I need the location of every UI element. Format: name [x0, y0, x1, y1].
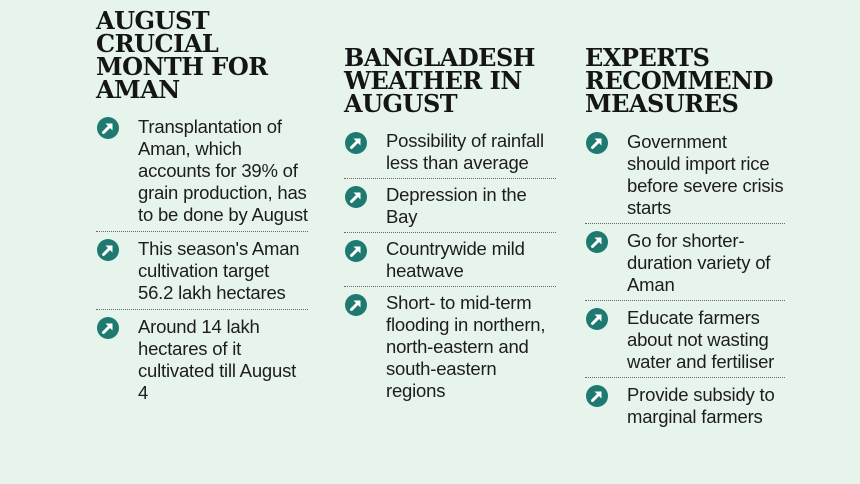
arrow-up-right-icon [344, 131, 368, 155]
list-item: Short- to mid-term flooding in northern,… [344, 286, 556, 406]
list-item-text: Government should import rice before sev… [627, 131, 784, 218]
list-item-text: Countrywide mild heatwave [386, 238, 525, 281]
list-item: Provide subsidy to marginal farmers [585, 377, 785, 432]
list-item-text: Depression in the Bay [386, 184, 527, 227]
arrow-up-right-icon [585, 131, 609, 155]
list-item: Transplantation of Aman, which accounts … [96, 110, 308, 231]
arrow-up-right-icon [96, 116, 120, 140]
list-item-text: Go for shorter-duration variety of Aman [627, 230, 771, 295]
arrow-up-right-icon [96, 316, 120, 340]
list-item-text: Educate farmers about not wasting water … [627, 307, 775, 372]
list-item-text: Transplantation of Aman, which accounts … [138, 116, 308, 225]
list-item-text: This season's Aman cultivation target 56… [138, 238, 300, 303]
bullet-list: Possibility of rainfall less than averag… [344, 125, 556, 406]
column-august-crucial: AUGUST CRUCIAL MONTH FOR AMAN Transplant… [96, 0, 308, 409]
list-item: Countrywide mild heatwave [344, 232, 556, 286]
bullet-list: Government should import rice before sev… [585, 125, 785, 432]
list-item: This season's Aman cultivation target 56… [96, 231, 308, 309]
column-experts-recommend: EXPERTS RECOMMEND MEASURES Government sh… [585, 0, 785, 432]
list-item-text: Provide subsidy to marginal farmers [627, 384, 775, 427]
arrow-up-right-icon [344, 239, 368, 263]
column-heading: EXPERTS RECOMMEND MEASURES [585, 43, 773, 118]
list-item: Government should import rice before sev… [585, 125, 785, 223]
arrow-up-right-icon [585, 307, 609, 331]
list-item-text: Possibility of rainfall less than averag… [386, 130, 544, 173]
list-item-text: Short- to mid-term flooding in northern,… [386, 292, 546, 401]
arrow-up-right-icon [344, 185, 368, 209]
bullet-list: Transplantation of Aman, which accounts … [96, 110, 308, 409]
arrow-up-right-icon [96, 238, 120, 262]
column-heading: AUGUST CRUCIAL MONTH FOR AMAN [96, 6, 268, 104]
list-item-text: Around 14 lakh hectares of it cultivated… [138, 316, 297, 403]
column-heading: BANGLADESH WEATHER IN AUGUST [344, 43, 535, 118]
list-item: Depression in the Bay [344, 178, 556, 232]
list-item: Go for shorter-duration variety of Aman [585, 223, 785, 300]
list-item: Around 14 lakh hectares of it cultivated… [96, 309, 308, 409]
list-item: Educate farmers about not wasting water … [585, 300, 785, 377]
arrow-up-right-icon [585, 230, 609, 254]
arrow-up-right-icon [585, 384, 609, 408]
arrow-up-right-icon [344, 293, 368, 317]
column-bangladesh-weather: BANGLADESH WEATHER IN AUGUST Possibility… [344, 0, 556, 406]
list-item: Possibility of rainfall less than averag… [344, 125, 556, 178]
